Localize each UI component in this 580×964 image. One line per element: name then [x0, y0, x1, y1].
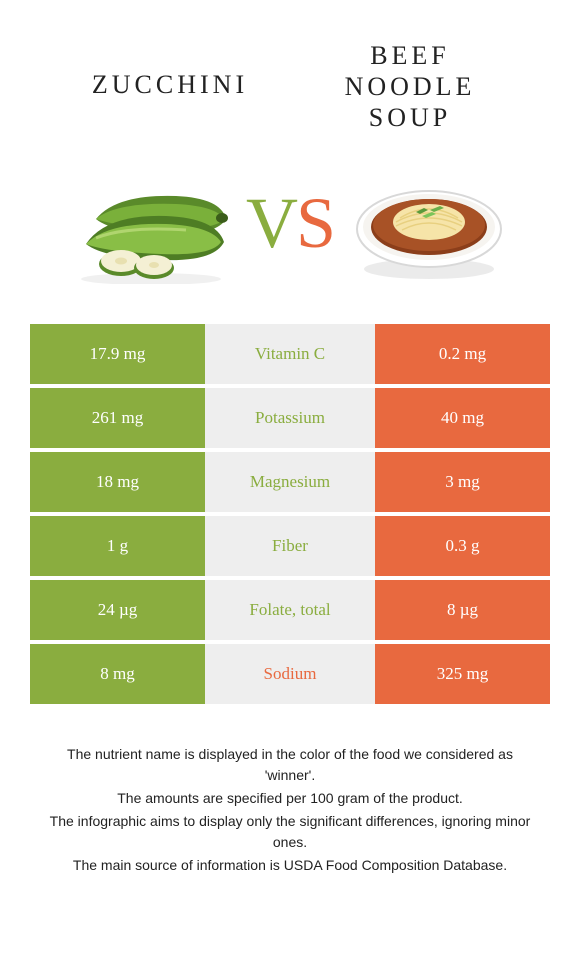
nutrient-label: Fiber	[205, 516, 375, 576]
table-row: 17.9 mgVitamin C0.2 mg	[30, 324, 550, 384]
right-value: 0.3 g	[375, 516, 550, 576]
footer-notes: The nutrient name is displayed in the co…	[20, 744, 560, 876]
nutrient-label: Magnesium	[205, 452, 375, 512]
nutrient-label: Vitamin C	[205, 324, 375, 384]
vs-v-letter: V	[246, 183, 296, 263]
left-title: Zucchini	[50, 70, 290, 100]
soup-image	[344, 164, 514, 284]
right-value: 40 mg	[375, 388, 550, 448]
vs-label: VS	[246, 182, 334, 265]
footer-line-2: The amounts are specified per 100 gram o…	[40, 788, 540, 809]
zucchini-image	[66, 164, 236, 284]
table-row: 18 mgMagnesium3 mg	[30, 452, 550, 512]
right-value: 325 mg	[375, 644, 550, 704]
nutrient-label: Potassium	[205, 388, 375, 448]
right-value: 0.2 mg	[375, 324, 550, 384]
footer-line-3: The infographic aims to display only the…	[40, 811, 540, 853]
table-row: 8 mgSodium325 mg	[30, 644, 550, 704]
left-value: 24 µg	[30, 580, 205, 640]
vs-s-letter: S	[296, 183, 334, 263]
infographic-container: Zucchini Beefnoodlesoup	[0, 0, 580, 898]
right-value: 3 mg	[375, 452, 550, 512]
vs-row: VS	[20, 164, 560, 284]
table-row: 24 µgFolate, total8 µg	[30, 580, 550, 640]
left-value: 8 mg	[30, 644, 205, 704]
footer-line-4: The main source of information is USDA F…	[40, 855, 540, 876]
nutrient-label: Folate, total	[205, 580, 375, 640]
table-row: 261 mgPotassium40 mg	[30, 388, 550, 448]
nutrient-table: 17.9 mgVitamin C0.2 mg261 mgPotassium40 …	[30, 324, 550, 704]
header: Zucchini Beefnoodlesoup	[20, 40, 560, 134]
left-value: 261 mg	[30, 388, 205, 448]
left-value: 1 g	[30, 516, 205, 576]
footer-line-1: The nutrient name is displayed in the co…	[40, 744, 540, 786]
table-row: 1 gFiber0.3 g	[30, 516, 550, 576]
right-title: Beefnoodlesoup	[290, 40, 530, 134]
left-value: 17.9 mg	[30, 324, 205, 384]
nutrient-label: Sodium	[205, 644, 375, 704]
right-value: 8 µg	[375, 580, 550, 640]
left-value: 18 mg	[30, 452, 205, 512]
